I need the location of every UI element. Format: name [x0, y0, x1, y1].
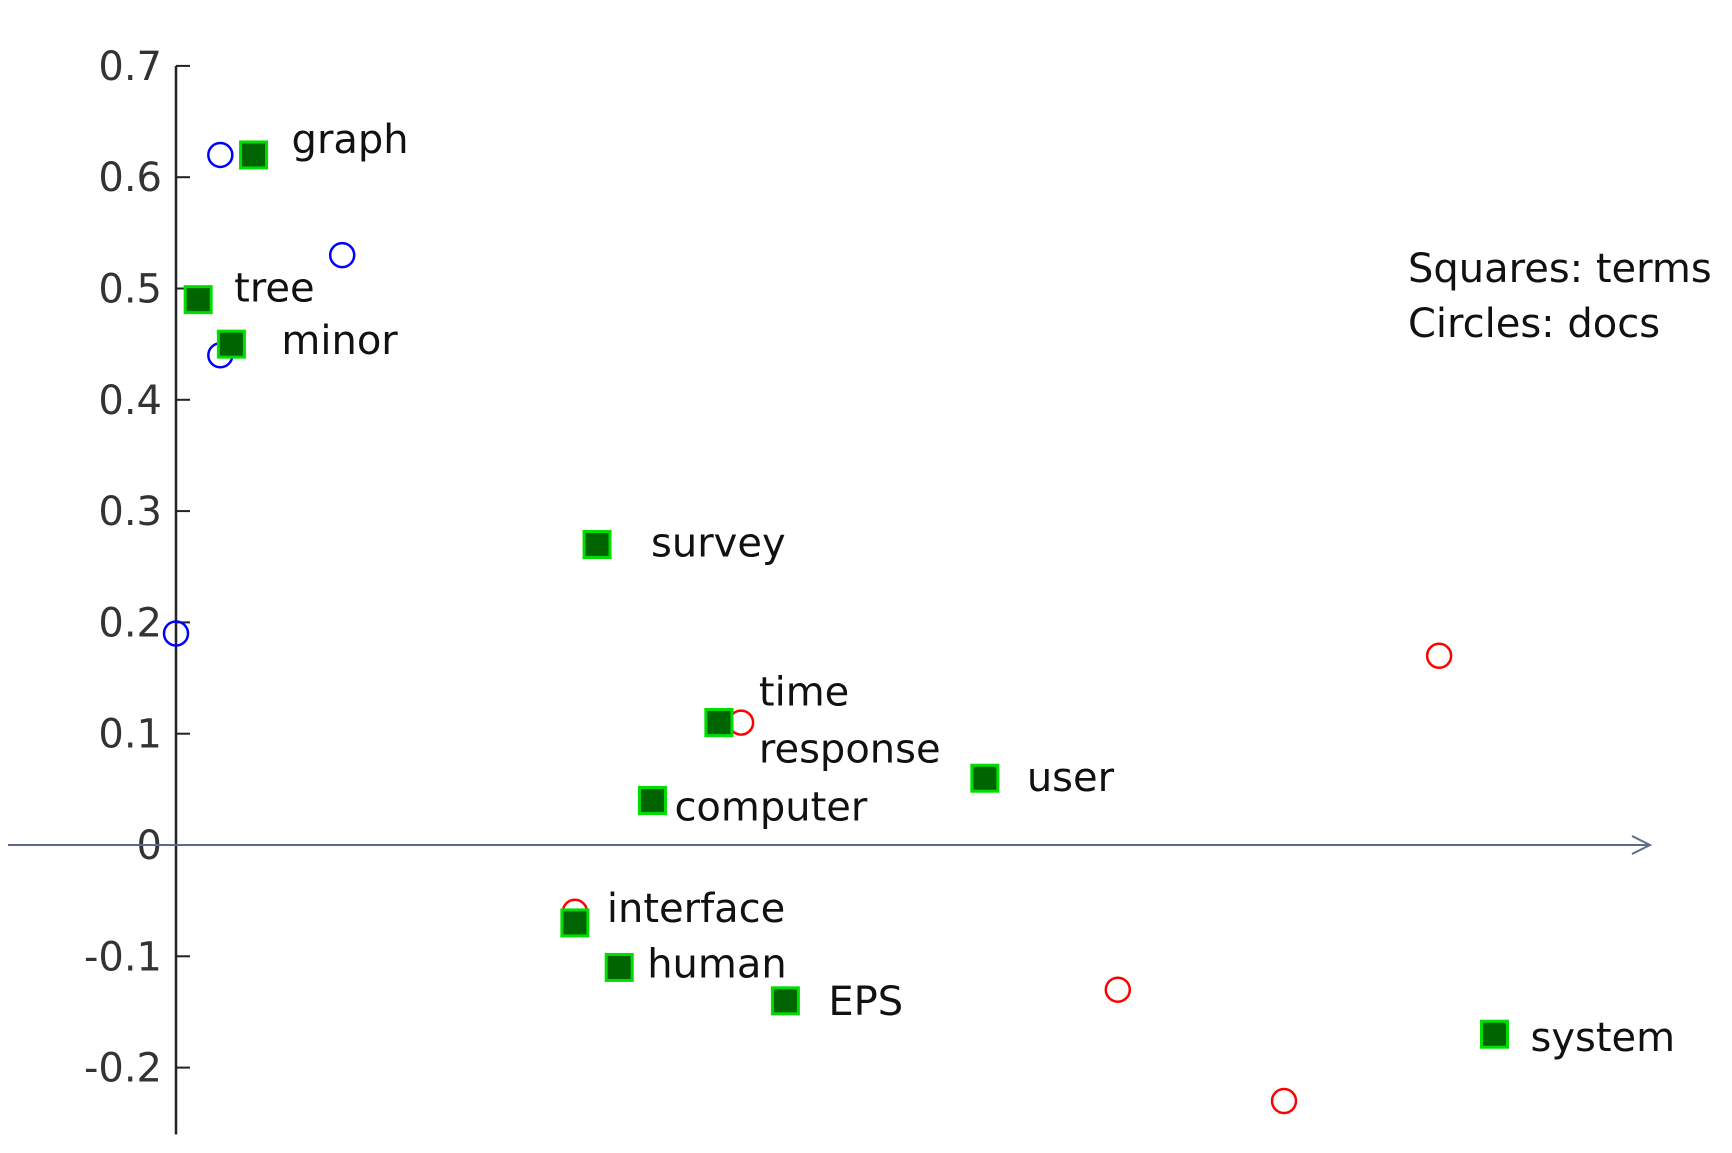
term-label: EPS: [828, 979, 903, 1025]
doc-point-circle: [1104, 976, 1132, 1003]
term-label: survey: [651, 520, 786, 566]
y-tick-label: 0.6: [98, 155, 162, 201]
y-tick-label: 0.5: [98, 267, 162, 313]
y-tick-label: 0.2: [98, 600, 162, 646]
term-point-square: [582, 529, 612, 559]
term-label: tree: [234, 266, 314, 312]
legend-line-docs: Circles: docs: [1408, 301, 1660, 347]
term-point-square: [604, 952, 634, 982]
term-label: minor: [281, 318, 398, 364]
term-label: graph: [292, 117, 409, 163]
term-label: time: [759, 670, 849, 716]
term-label: human: [647, 941, 787, 987]
y-tick-label: -0.2: [84, 1046, 162, 1092]
y-tick-label: 0.3: [98, 489, 162, 535]
y-tick-label: 0.1: [98, 712, 162, 758]
data-points: [162, 140, 1510, 1115]
term-label: response: [759, 727, 941, 773]
point-labels: graph tree minor survey time response computer…: [234, 117, 1675, 1061]
term-point-square: [637, 785, 667, 815]
term-label: computer: [674, 784, 867, 830]
doc-point-circle: [1425, 642, 1453, 670]
term-point-square: [770, 986, 800, 1016]
term-point-square: [183, 285, 213, 315]
term-point-square: [216, 329, 246, 359]
doc-point-circle: [328, 241, 356, 269]
y-tick-label: 0.4: [98, 378, 162, 424]
term-label: system: [1531, 1015, 1676, 1061]
term-label: interface: [607, 886, 785, 932]
term-point-square: [560, 908, 590, 938]
y-tick-label: -0.1: [84, 934, 162, 980]
term-point-square: [1480, 1019, 1510, 1049]
term-label: user: [1027, 755, 1115, 801]
y-tick-label: 0.7: [98, 44, 162, 90]
x-axis: [8, 835, 1653, 855]
term-point-square: [970, 763, 1000, 793]
term-point-square: [239, 140, 269, 170]
term-point-square: [704, 708, 734, 738]
doc-point-circle: [207, 141, 234, 169]
legend-line-terms: Squares: terms: [1408, 246, 1712, 292]
doc-point-circle: [1270, 1087, 1298, 1115]
y-axis: 0.70.60.50.40.30.20.10-0.1-0.2: [84, 44, 190, 1135]
doc-point-circle: [162, 620, 190, 647]
x-axis-arrowhead: [1631, 835, 1653, 855]
legend: Squares: terms Circles: docs: [1408, 246, 1712, 347]
